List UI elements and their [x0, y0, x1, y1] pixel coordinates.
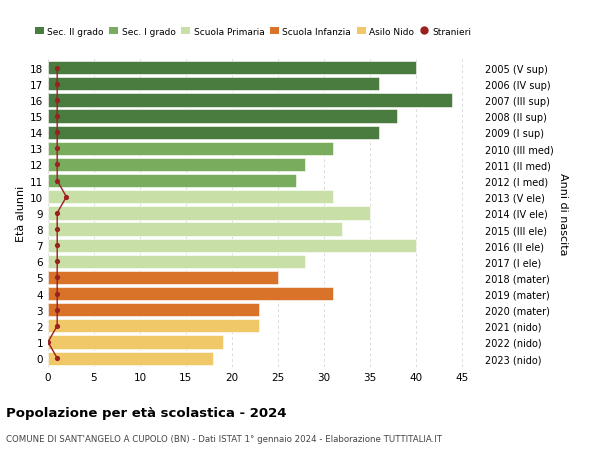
Point	[52, 113, 62, 121]
Bar	[48, 78, 379, 91]
Bar	[48, 287, 333, 301]
Point	[62, 194, 71, 201]
Point	[52, 162, 62, 169]
Point	[52, 97, 62, 104]
Bar	[48, 94, 452, 107]
Bar	[48, 319, 259, 333]
Text: COMUNE DI SANT'ANGELO A CUPOLO (BN) - Dati ISTAT 1° gennaio 2024 - Elaborazione : COMUNE DI SANT'ANGELO A CUPOLO (BN) - Da…	[6, 434, 442, 443]
Point	[52, 226, 62, 233]
Point	[52, 290, 62, 297]
Point	[52, 129, 62, 137]
Point	[52, 146, 62, 153]
Point	[52, 306, 62, 313]
Bar	[48, 239, 416, 252]
Bar	[48, 223, 342, 236]
Bar	[48, 271, 278, 285]
Bar	[48, 352, 214, 365]
Bar	[48, 303, 259, 317]
Point	[52, 210, 62, 217]
Y-axis label: Anni di nascita: Anni di nascita	[557, 172, 568, 255]
Point	[52, 178, 62, 185]
Bar	[48, 336, 223, 349]
Point	[52, 258, 62, 265]
Bar	[48, 174, 296, 188]
Point	[52, 274, 62, 281]
Point	[52, 65, 62, 72]
Point	[43, 339, 53, 346]
Bar	[48, 142, 333, 156]
Bar	[48, 110, 397, 123]
Bar	[48, 255, 305, 269]
Point	[52, 81, 62, 88]
Bar	[48, 62, 416, 75]
Point	[52, 242, 62, 249]
Bar	[48, 191, 333, 204]
Bar	[48, 207, 370, 220]
Bar	[48, 158, 305, 172]
Text: Popolazione per età scolastica - 2024: Popolazione per età scolastica - 2024	[6, 406, 287, 419]
Bar	[48, 126, 379, 140]
Y-axis label: Età alunni: Età alunni	[16, 185, 26, 241]
Point	[52, 323, 62, 330]
Legend: Sec. II grado, Sec. I grado, Scuola Primaria, Scuola Infanzia, Asilo Nido, Stran: Sec. II grado, Sec. I grado, Scuola Prim…	[31, 24, 475, 40]
Point	[52, 355, 62, 362]
